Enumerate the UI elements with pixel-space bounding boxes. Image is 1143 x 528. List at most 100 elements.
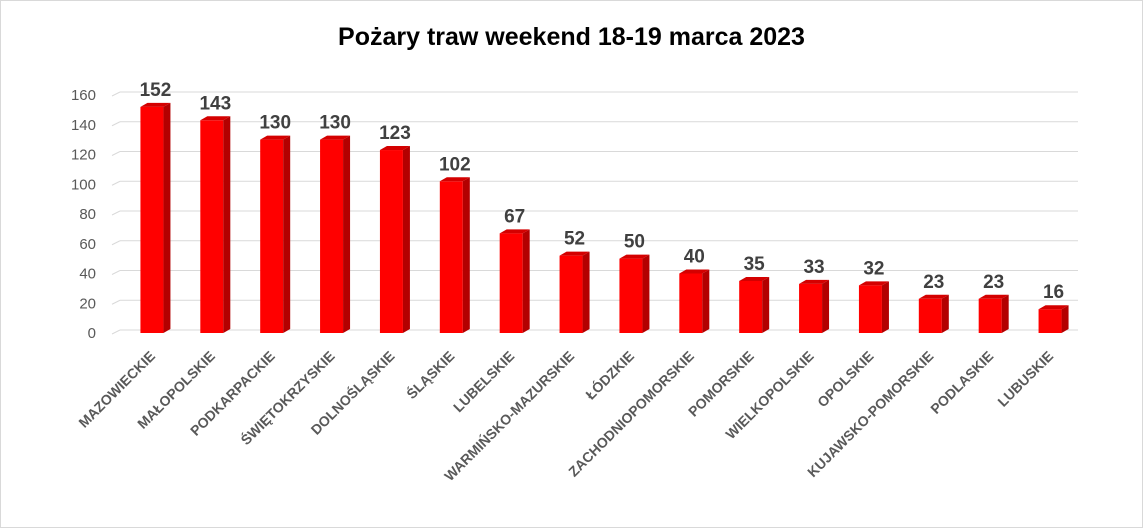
data-label: 23 xyxy=(983,272,1004,293)
category-label: ZACHODNIOPOMORSKIE xyxy=(565,348,697,480)
gridline-depth xyxy=(111,210,121,216)
y-tick-label: 140 xyxy=(71,117,96,134)
data-label: 67 xyxy=(504,206,525,227)
bar-front xyxy=(918,298,942,333)
data-label: 123 xyxy=(379,123,411,144)
category-label: ŚLĄSKIE xyxy=(403,347,458,402)
bar-top xyxy=(439,177,470,182)
bar-top xyxy=(1038,305,1069,310)
gridline-depth xyxy=(111,240,121,246)
bar xyxy=(439,177,470,333)
bar xyxy=(140,102,171,334)
bar xyxy=(739,276,770,333)
bar-front xyxy=(559,255,583,333)
bar-side xyxy=(702,269,710,333)
y-tick-label: 20 xyxy=(79,295,96,312)
bar xyxy=(679,269,710,333)
gridline-depth xyxy=(111,91,121,97)
bar xyxy=(320,135,351,333)
data-labels: 152 143 130 130 123 102 67 52 50 40 35 33 32 23 23 16 xyxy=(140,80,1065,303)
bar-side xyxy=(163,102,171,334)
bar-front xyxy=(260,139,284,333)
y-tick-label: 80 xyxy=(79,206,96,223)
bar-side xyxy=(642,254,650,333)
y-tick-label: 160 xyxy=(71,87,96,104)
data-label: 33 xyxy=(803,257,824,278)
bar xyxy=(918,294,949,333)
bar-front xyxy=(200,120,224,333)
gridline-depth xyxy=(111,299,121,305)
bar-front xyxy=(619,258,643,333)
gridline-depth xyxy=(111,329,121,335)
bar-side xyxy=(402,146,410,333)
bar-top xyxy=(978,294,1009,299)
category-label: WARMIŃSKO-MAZURSKIE xyxy=(441,348,577,484)
data-label: 23 xyxy=(923,272,944,293)
bar-side xyxy=(762,276,770,333)
bar-side xyxy=(1001,294,1009,333)
bar-top xyxy=(320,135,351,140)
bar-top xyxy=(559,251,590,256)
bar-top xyxy=(200,116,231,121)
bar-front xyxy=(439,181,463,333)
bar-front xyxy=(320,139,344,333)
data-label: 152 xyxy=(140,80,172,101)
gridline-depth xyxy=(111,180,121,186)
y-tick-label: 120 xyxy=(71,147,96,164)
bar xyxy=(1038,305,1069,333)
bar-side xyxy=(822,279,830,333)
bar-top xyxy=(619,254,650,259)
bar-top xyxy=(679,269,710,274)
data-label: 16 xyxy=(1043,282,1064,303)
bar-front xyxy=(1038,309,1062,333)
bar xyxy=(260,135,291,333)
data-label: 52 xyxy=(564,229,585,250)
bar-front xyxy=(379,150,403,333)
category-labels: MAZOWIECKIEMAŁOPOLSKIEPODKARPACKIEŚWIĘTO… xyxy=(75,347,1056,484)
y-tick-label: 100 xyxy=(71,176,96,193)
data-label: 130 xyxy=(259,113,291,134)
bar xyxy=(619,254,650,333)
bar xyxy=(978,294,1009,333)
chart-title: Pożary traw weekend 18-19 marca 2023 xyxy=(338,23,805,51)
bar-side xyxy=(462,177,470,333)
y-tick-label: 0 xyxy=(88,325,96,342)
category-label: OPOLSKIE xyxy=(814,348,876,410)
bar-front xyxy=(739,280,763,333)
bar-top xyxy=(739,276,770,281)
data-label: 50 xyxy=(624,232,645,253)
bar-top xyxy=(799,279,830,284)
category-label: ŁÓDZKIE xyxy=(582,347,637,402)
gridline-depth xyxy=(111,121,121,127)
bar-top xyxy=(379,146,410,151)
bar-front xyxy=(799,283,823,333)
bar-side xyxy=(223,116,231,333)
bar-side xyxy=(522,229,530,333)
bar-side xyxy=(1061,305,1069,333)
gridline-depth xyxy=(111,151,121,156)
bar-front xyxy=(499,233,523,333)
data-label: 102 xyxy=(439,154,471,175)
bar xyxy=(858,281,889,333)
bar-top xyxy=(260,135,291,140)
bar xyxy=(200,116,231,333)
bars xyxy=(140,102,1069,334)
y-tick-label: 60 xyxy=(79,236,96,253)
gridline-depth xyxy=(111,270,121,275)
bar xyxy=(499,229,530,333)
category-label: PODLASKIE xyxy=(927,348,996,417)
data-label: 130 xyxy=(319,113,351,134)
bar-side xyxy=(283,135,291,333)
data-label: 143 xyxy=(199,93,231,114)
bar-side xyxy=(343,135,351,333)
bar-front xyxy=(978,298,1002,333)
bar-top xyxy=(499,229,530,234)
data-label: 32 xyxy=(863,258,884,279)
bar-top xyxy=(858,281,889,286)
bar-side xyxy=(941,294,949,333)
bar xyxy=(379,146,410,333)
bar-top xyxy=(918,294,949,299)
data-label: 40 xyxy=(684,247,705,268)
bar xyxy=(559,251,590,333)
